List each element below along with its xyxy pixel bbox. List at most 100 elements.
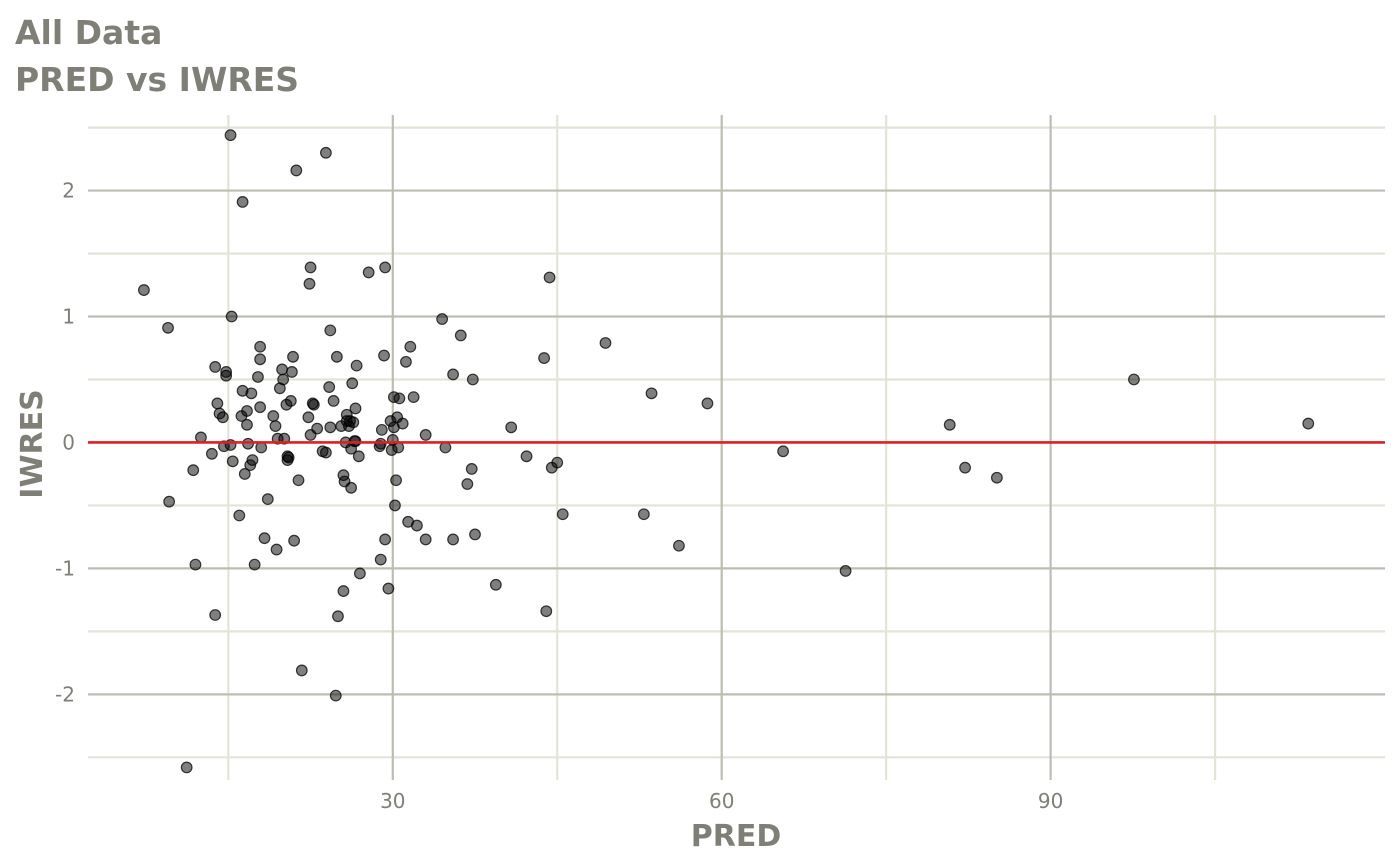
- data-point-142: [673, 539, 685, 552]
- data-point-129: [469, 528, 481, 541]
- data-point-15: [220, 366, 233, 378]
- data-point-31: [248, 558, 261, 571]
- data-point-6: [195, 431, 207, 444]
- data-point-41: [270, 543, 283, 556]
- data-point-87: [347, 416, 360, 429]
- data-point-24: [238, 468, 251, 480]
- data-point-143: [701, 397, 714, 410]
- data-point-92: [352, 450, 365, 463]
- data-point-5: [189, 558, 202, 571]
- data-point-56: [292, 474, 305, 487]
- data-point-1: [162, 321, 174, 334]
- y-tick-label-2: 0: [62, 430, 75, 454]
- minor-gridlines: [88, 115, 1385, 780]
- data-point-113: [396, 417, 409, 430]
- data-points: [138, 129, 1315, 774]
- data-point-26: [241, 405, 253, 417]
- x-tick-label-1: 60: [709, 789, 734, 813]
- data-point-145: [839, 565, 852, 577]
- data-point-117: [407, 391, 420, 404]
- data-point-100: [379, 533, 392, 546]
- data-point-121: [436, 313, 449, 325]
- data-point-64: [311, 422, 324, 435]
- data-point-59: [303, 277, 316, 290]
- data-point-4: [187, 464, 200, 477]
- data-point-108: [389, 499, 401, 512]
- data-point-131: [505, 421, 518, 434]
- data-point-90: [349, 402, 362, 415]
- y-tick-label-4: 2: [62, 179, 75, 203]
- data-point-124: [447, 533, 459, 546]
- data-point-36: [254, 353, 267, 366]
- data-point-12: [216, 411, 229, 424]
- data-point-119: [419, 429, 432, 441]
- data-point-114: [400, 355, 412, 368]
- data-point-17: [224, 129, 237, 142]
- data-point-34: [255, 441, 268, 454]
- data-point-18: [225, 310, 238, 323]
- data-point-126: [461, 478, 474, 490]
- data-point-144: [777, 445, 789, 458]
- data-point-86: [346, 377, 359, 390]
- x-tick-label-0: 30: [380, 789, 405, 813]
- data-point-69: [324, 324, 337, 337]
- data-point-128: [466, 373, 479, 386]
- data-point-98: [375, 423, 388, 436]
- data-point-61: [304, 261, 317, 274]
- data-point-45: [277, 373, 290, 386]
- data-point-102: [382, 582, 395, 595]
- data-point-39: [267, 410, 280, 422]
- data-point-19: [226, 455, 239, 468]
- data-point-20: [233, 509, 246, 522]
- data-point-93: [353, 567, 366, 580]
- chart-title: All Data: [15, 13, 162, 52]
- data-point-0: [138, 284, 150, 296]
- data-point-74: [332, 610, 344, 623]
- data-point-37: [258, 532, 271, 545]
- data-point-58: [302, 411, 315, 424]
- data-point-73: [330, 350, 343, 363]
- data-point-68: [323, 381, 336, 393]
- data-point-140: [637, 508, 650, 521]
- data-point-125: [454, 329, 467, 342]
- data-point-32: [252, 371, 264, 383]
- data-point-29: [245, 387, 258, 400]
- data-point-135: [543, 271, 556, 284]
- data-point-3: [180, 761, 193, 774]
- data-point-66: [320, 146, 332, 159]
- data-point-138: [556, 508, 569, 521]
- data-point-38: [261, 493, 274, 506]
- data-point-54: [288, 534, 301, 547]
- data-point-9: [209, 360, 222, 373]
- major-gridlines: [88, 115, 1385, 780]
- data-point-71: [327, 394, 340, 407]
- data-point-132: [520, 450, 533, 463]
- data-point-57: [295, 664, 308, 677]
- data-point-139: [599, 337, 612, 349]
- plot-area: [88, 115, 1385, 780]
- y-tick-label-1: -1: [55, 556, 75, 580]
- y-tick-label-3: 1: [62, 305, 75, 329]
- data-point-55: [290, 164, 303, 177]
- data-point-134: [540, 605, 553, 618]
- y-tick-label-0: -2: [55, 682, 75, 706]
- data-point-85: [345, 481, 358, 494]
- data-point-99: [378, 349, 390, 362]
- data-point-23: [236, 196, 249, 208]
- data-point-148: [990, 471, 1003, 484]
- data-point-123: [447, 368, 459, 381]
- data-point-133: [538, 352, 550, 364]
- data-point-112: [393, 392, 406, 405]
- data-point-101: [379, 261, 392, 274]
- data-point-116: [404, 340, 417, 353]
- data-point-150: [1302, 417, 1315, 430]
- data-point-40: [269, 420, 282, 432]
- data-point-30: [246, 454, 259, 466]
- data-point-120: [419, 533, 432, 546]
- data-point-91: [350, 359, 363, 372]
- y-axis-title: IWRES: [15, 389, 50, 498]
- data-point-25: [241, 418, 253, 431]
- data-point-137: [551, 456, 564, 469]
- data-point-111: [392, 441, 405, 454]
